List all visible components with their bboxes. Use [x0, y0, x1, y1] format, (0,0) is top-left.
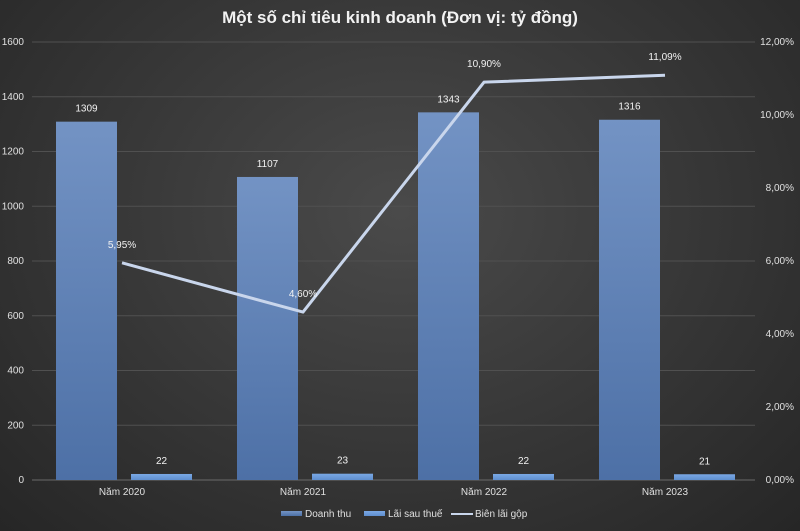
y-tick-label: 200 [7, 420, 24, 431]
y-tick-label: 0 [18, 475, 24, 486]
bar-data-label: 1107 [257, 159, 279, 170]
y2-tick-label: 12,00% [760, 37, 794, 48]
y2-tick-label: 0,00% [766, 475, 794, 486]
line-data-label: 11,09% [648, 52, 681, 63]
legend-label: Doanh thu [305, 509, 351, 520]
legend-label: Biên lãi gộp [475, 509, 528, 520]
line-data-label: 5,95% [108, 240, 136, 251]
y-tick-label: 1600 [2, 37, 25, 48]
bar-lãi-sau-thuế [312, 473, 373, 480]
x-tick-label: Năm 2020 [99, 487, 146, 498]
bar-data-label: 1309 [75, 104, 98, 115]
line-data-label: 10,90% [467, 59, 501, 70]
x-tick-label: Năm 2022 [461, 487, 508, 498]
bar-data-label: 23 [337, 456, 349, 467]
legend-swatch [364, 511, 385, 516]
bar-lãi-sau-thuế [493, 473, 554, 480]
legend-label: Lãi sau thuế [388, 508, 443, 520]
y-tick-label: 1000 [2, 201, 25, 212]
chart-title: Một số chỉ tiêu kinh doanh (Đơn vị: tỷ đ… [222, 8, 578, 27]
y2-tick-label: 10,00% [760, 110, 794, 121]
bar-doanh-thu [237, 176, 298, 481]
y2-tick-label: 8,00% [766, 183, 794, 194]
x-tick-label: Năm 2023 [642, 487, 689, 498]
y-tick-label: 400 [7, 366, 24, 377]
x-tick-label: Năm 2021 [280, 487, 327, 498]
bar-data-label: 21 [699, 456, 711, 467]
line-data-label: 4,60% [289, 289, 317, 300]
bar-lãi-sau-thuế [131, 473, 192, 480]
bar-doanh-thu [599, 119, 660, 481]
y2-tick-label: 2,00% [766, 402, 794, 413]
bar-data-label: 1343 [437, 94, 460, 105]
legend-swatch [281, 511, 302, 516]
line-bien-lai-gop [121, 73, 666, 314]
bar-data-label: 22 [156, 456, 168, 467]
bar-doanh-thu [418, 112, 479, 480]
y-tick-label: 800 [7, 256, 24, 267]
y2-tick-label: 6,00% [766, 256, 794, 267]
bar-data-label: 22 [518, 456, 530, 467]
bar-data-label: 1316 [618, 102, 641, 113]
y-tick-label: 1200 [2, 147, 25, 158]
bar-lãi-sau-thuế [674, 474, 735, 480]
y-tick-label: 600 [7, 311, 24, 322]
bar-doanh-thu [56, 121, 117, 480]
y2-tick-label: 4,00% [766, 329, 794, 340]
y-tick-label: 1400 [2, 92, 25, 103]
